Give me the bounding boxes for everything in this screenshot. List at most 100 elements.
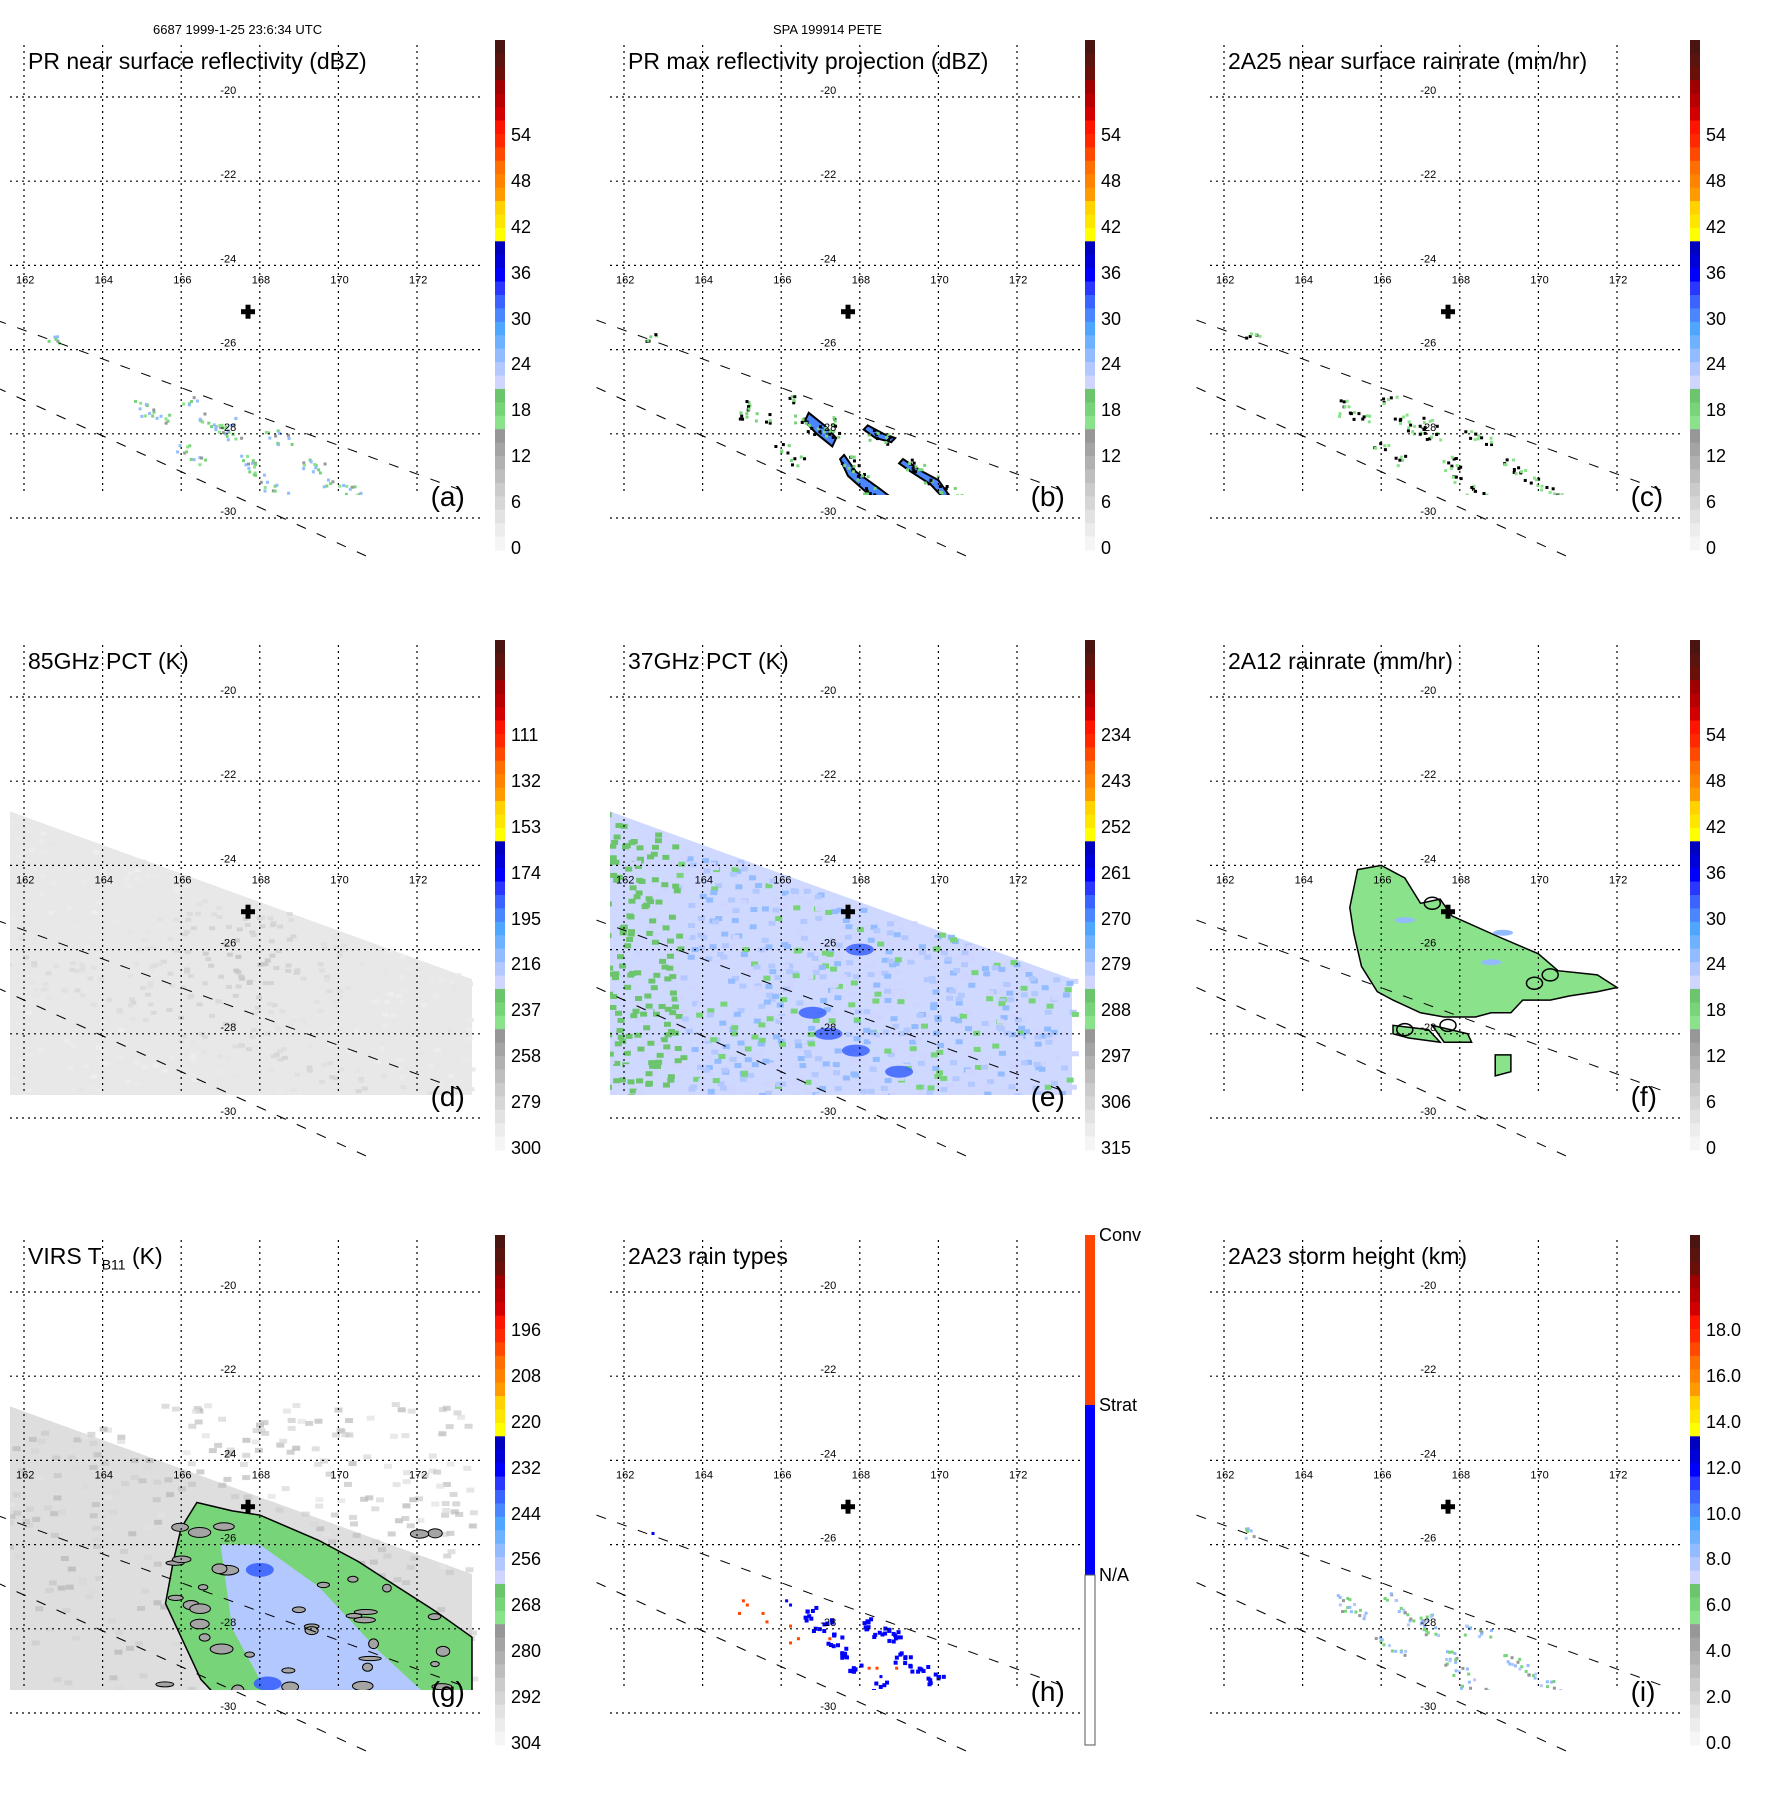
tb37-pixel [739, 1076, 747, 1082]
lon-tick-label: 166 [173, 874, 191, 886]
tb85-pixel [41, 850, 48, 855]
tb37-pixel [870, 924, 878, 930]
tb37-pixel [872, 1032, 880, 1038]
tb85-pixel [145, 946, 152, 951]
echo-pixel [342, 484, 346, 488]
tb37-pixel [662, 1082, 670, 1088]
tb37-pixel [872, 1148, 879, 1153]
tb37-pixel [770, 1148, 777, 1153]
echo-pixel [1469, 1686, 1473, 1690]
tb85-pixel [290, 1018, 297, 1023]
ir-pixel [109, 1509, 118, 1515]
ir-pixel [93, 1452, 102, 1458]
tb85-pixel [318, 968, 325, 973]
tb37-pixel [777, 1053, 785, 1059]
contour-ring [1423, 896, 1442, 911]
colorbar-segment [1690, 1355, 1700, 1370]
tb85-pixel [186, 912, 193, 917]
tb37-pixel [832, 1062, 840, 1068]
ir-pixel [403, 1470, 412, 1476]
echo-pixel [1454, 475, 1458, 479]
tb85-pixel [456, 1053, 463, 1058]
echo-pixel [790, 463, 794, 467]
tb37-pixel [634, 863, 642, 869]
tb37-pixel [756, 1129, 763, 1134]
storm-center-icon [841, 904, 856, 919]
colorbar-tick-label: 48 [1101, 170, 1122, 191]
tb37-pixel [859, 1055, 867, 1061]
echo-pixel [1510, 1705, 1513, 1708]
strat-pixel [872, 1692, 876, 1696]
echo-pixel [747, 407, 751, 411]
tb37-pixel [749, 924, 757, 930]
tb37-pixel [741, 1125, 748, 1130]
tb37-pixel [715, 916, 723, 922]
tb37-pixel [669, 1010, 677, 1016]
tb85-pixel [17, 876, 24, 881]
tb85-pixel [10, 963, 13, 968]
ir-pixel [301, 1511, 310, 1517]
ir-pixel [35, 1606, 44, 1612]
colorbar-segment [1690, 147, 1700, 162]
tb37-pixel [672, 1004, 680, 1010]
colorbar-segment [1085, 640, 1095, 654]
echo-pixel [442, 521, 445, 524]
strat-pixel [891, 1639, 896, 1644]
tb85-pixel [239, 976, 246, 981]
tb37-pixel [739, 899, 747, 905]
tb37-pixel [665, 1184, 672, 1189]
tb37-pixel [694, 1114, 701, 1119]
lon-tick-label: 164 [95, 1469, 113, 1481]
tb85-pixel [61, 988, 68, 993]
warm-hole-contour [171, 1741, 183, 1745]
tb85-pixel [8, 1132, 14, 1136]
tb85-pixel [147, 981, 154, 986]
tb37-pixel [909, 1046, 917, 1052]
tb37-pixel [799, 1162, 806, 1167]
lat-tick-label: -28 [820, 422, 836, 434]
tb37-pixel [739, 1173, 746, 1178]
tb37-pixel [688, 903, 696, 909]
colorbar-tick-label: 297 [1101, 1046, 1132, 1067]
colorbar-segment [1690, 133, 1700, 148]
lon-tick-label: 162 [616, 874, 634, 886]
tb85-pixel [275, 948, 282, 953]
colorbar-segment [495, 1610, 505, 1625]
tb85-pixel [27, 1154, 33, 1158]
tb85-pixel [394, 1001, 401, 1006]
colorbar-segment [1085, 760, 1095, 775]
colorbar-segment [1690, 1002, 1700, 1017]
tb37-pixel [770, 1122, 777, 1127]
colorbar-segment [495, 1583, 505, 1598]
tb85-pixel [323, 1146, 329, 1150]
echo-pixel [1448, 1657, 1452, 1661]
echo-pixel [1508, 1662, 1512, 1666]
tb85-pixel [343, 1180, 349, 1184]
tb85-pixel [288, 918, 295, 923]
tb37-pixel [620, 1133, 627, 1138]
ir-pixel [348, 1461, 357, 1467]
echo-pixel [1341, 1599, 1345, 1603]
echo-pixel [1479, 1632, 1483, 1636]
tb37-pixel [1017, 1028, 1025, 1034]
panel-letter: (i) [1630, 1675, 1656, 1707]
lon-tick-label: 162 [16, 274, 34, 286]
tb37-pixel [744, 1078, 752, 1084]
tb37-pixel [762, 1058, 770, 1064]
ir-pixel [254, 1447, 263, 1453]
colorbar-segment [1085, 881, 1095, 896]
colorbar-segment [1084, 1574, 1096, 1746]
tb37-pixel [701, 1099, 708, 1104]
tb37-pixel [741, 1070, 749, 1076]
lon-tick-label: 170 [330, 1469, 348, 1481]
ir-pixel [369, 1735, 377, 1740]
tb85-pixel [0, 870, 5, 874]
colorbar-segment [495, 1476, 505, 1491]
colorbar-segment [1085, 666, 1095, 681]
echo-pixel [1436, 1633, 1440, 1637]
echo-pixel [1399, 417, 1403, 421]
ir-pixel [152, 1497, 161, 1503]
tb85-pixel [381, 1073, 388, 1078]
colorbar-tick-label: 315 [1101, 1138, 1132, 1158]
tb85-pixel [191, 1072, 198, 1077]
